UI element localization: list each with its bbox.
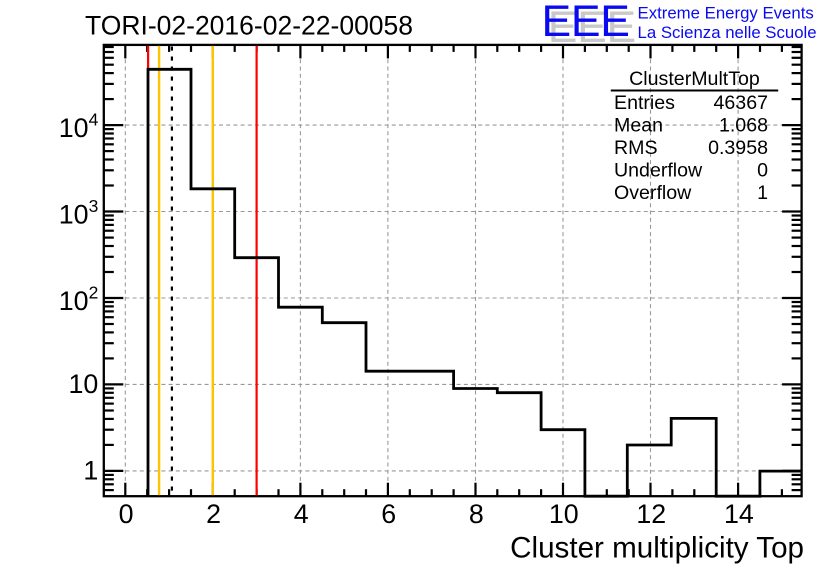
svg-text:Extreme Energy Events: Extreme Energy Events <box>638 3 814 22</box>
svg-text:2: 2 <box>206 499 221 529</box>
svg-text:46367: 46367 <box>714 92 769 114</box>
svg-text:10: 10 <box>549 499 579 529</box>
svg-text:12: 12 <box>636 499 666 529</box>
svg-text:14: 14 <box>724 499 754 529</box>
svg-text:Cluster multiplicity Top: Cluster multiplicity Top <box>510 532 804 565</box>
svg-text:Overflow: Overflow <box>614 182 692 204</box>
svg-text:1.068: 1.068 <box>719 115 768 137</box>
svg-text:6: 6 <box>381 499 396 529</box>
svg-text:104: 104 <box>59 110 99 143</box>
svg-text:8: 8 <box>469 499 484 529</box>
svg-text:La Scienza nelle Scuole: La Scienza nelle Scuole <box>638 23 817 42</box>
svg-text:0.3958: 0.3958 <box>708 137 768 159</box>
svg-text:102: 102 <box>59 283 99 316</box>
svg-text:EEE: EEE <box>542 0 630 46</box>
svg-text:103: 103 <box>59 196 99 229</box>
svg-text:1: 1 <box>757 182 768 204</box>
svg-text:Mean: Mean <box>614 115 663 137</box>
svg-text:10: 10 <box>68 369 98 399</box>
svg-text:ClusterMultTop: ClusterMultTop <box>629 68 760 90</box>
svg-text:0: 0 <box>757 160 768 182</box>
svg-text:TORI-02-2016-02-22-00058: TORI-02-2016-02-22-00058 <box>85 11 413 41</box>
svg-text:4: 4 <box>294 499 309 529</box>
svg-text:0: 0 <box>119 499 134 529</box>
svg-text:RMS: RMS <box>614 137 658 159</box>
svg-text:Underflow: Underflow <box>614 160 703 182</box>
svg-text:Entries: Entries <box>614 92 675 114</box>
svg-text:EEE: EEE <box>548 3 636 52</box>
svg-text:1: 1 <box>83 456 98 486</box>
